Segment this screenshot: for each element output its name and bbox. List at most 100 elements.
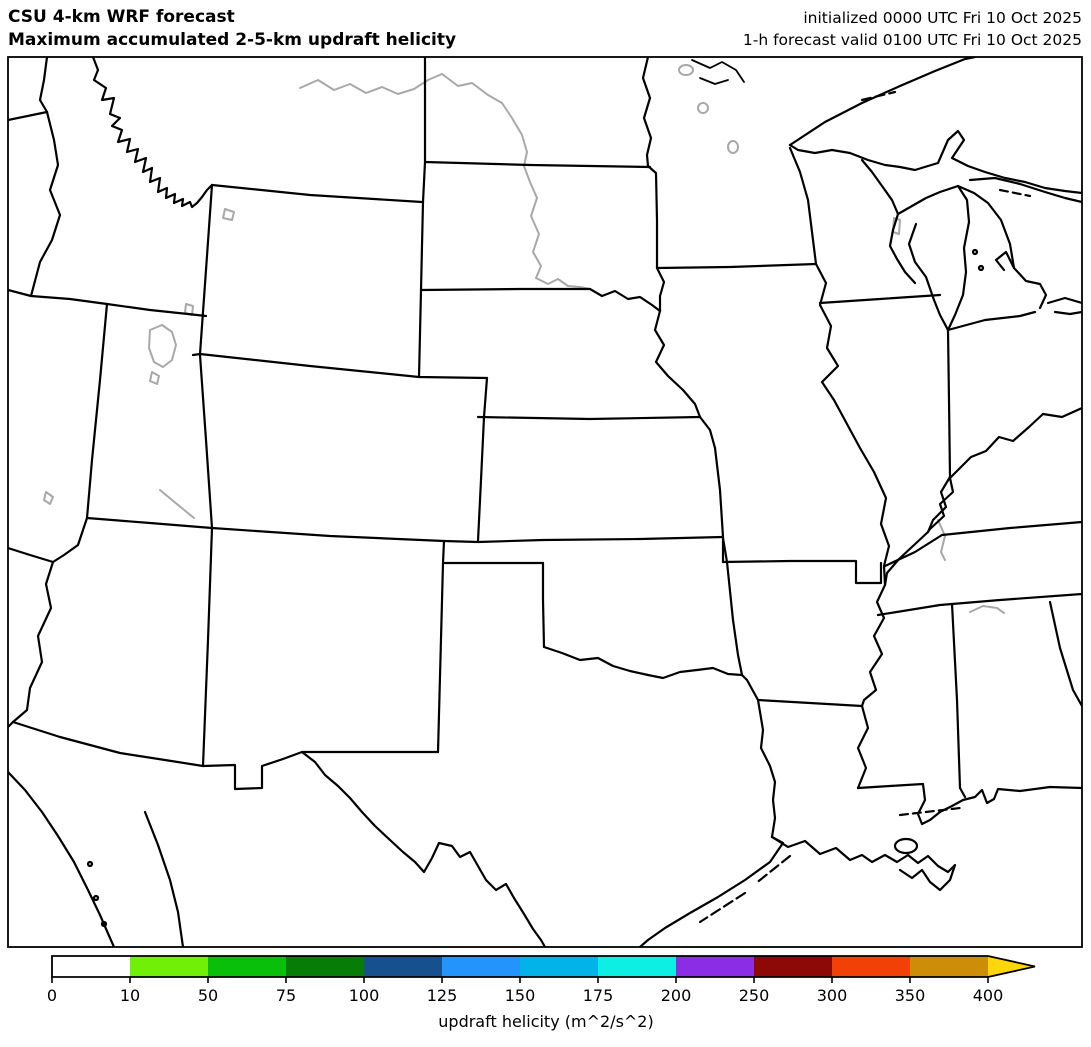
mn-wi-border	[788, 146, 818, 266]
ky-tn-border	[883, 520, 1082, 568]
missouri-river-border	[653, 309, 717, 450]
parallel-37n	[210, 526, 725, 544]
lake-superior-north-shore	[788, 57, 977, 147]
colorbar-segment-125	[442, 956, 520, 977]
colorbar-tick-label-50: 50	[197, 986, 219, 1005]
ms-al-border	[950, 602, 967, 799]
colorbar-segment-200	[676, 956, 754, 977]
valid-time: 1-h forecast valid 0100 UTC Fri 10 Oct 2…	[742, 31, 1082, 49]
map-frame	[7, 56, 1083, 948]
tx-panhandle-east	[541, 561, 546, 649]
mn-lake-2	[697, 102, 709, 114]
colorbar-segment-175	[598, 956, 676, 977]
tx-barrier-islands	[698, 854, 792, 924]
colorbar-tick-label-400: 400	[972, 986, 1004, 1005]
great-salt-lake	[148, 324, 177, 368]
lake-michigan-west-shore	[924, 275, 950, 332]
lake-huron-north-shore	[968, 176, 1082, 204]
colorbar-tick-label-175: 175	[582, 986, 614, 1005]
utah-lake	[149, 371, 160, 385]
lake-of-the-woods	[691, 59, 745, 85]
colorbar-tick-label-350: 350	[894, 986, 926, 1005]
gulf-island-1	[92, 894, 100, 902]
manitoulin-islands	[998, 188, 1032, 198]
colorbar-segment-75	[286, 956, 364, 977]
mo-ar-border	[721, 559, 883, 585]
ms-al-gulf-coast	[920, 785, 1082, 826]
colorbar-tick-label-300: 300	[816, 986, 848, 1005]
baja-pacific-coast	[8, 770, 116, 947]
la-gulf-coast	[770, 835, 957, 892]
missouri-river-mt	[299, 73, 443, 95]
washington-oregon-border	[8, 110, 49, 122]
tx-la-border	[756, 698, 777, 839]
il-in-border	[946, 328, 952, 479]
door-peninsula	[907, 222, 928, 279]
mi-inland-lake-2	[977, 264, 985, 272]
colorado-river	[159, 489, 195, 519]
ut-az-border	[85, 516, 214, 530]
idaho-west-border	[38, 57, 49, 114]
colorbar-outline	[51, 955, 1036, 978]
colorbar-segment-100	[364, 956, 442, 977]
gulf-island-2	[100, 920, 108, 928]
tennessee-river-al	[969, 605, 1005, 614]
map-title: CSU 4-km WRF forecast Maximum accumulate…	[8, 6, 456, 52]
idaho-montana-border	[91, 57, 214, 209]
ms-barrier-islands	[898, 806, 962, 817]
ok-ar-east-border	[721, 536, 744, 677]
lake-superior-south-shore	[788, 129, 1082, 195]
tn-ms-al-border	[876, 592, 1082, 617]
colorbar-segment-350	[910, 956, 988, 977]
yellowstone-lake	[222, 208, 235, 221]
colorbar-tick-label-10: 10	[119, 986, 141, 1005]
lake-pontchartrain	[893, 837, 919, 855]
colorbar-segment-300	[832, 956, 910, 977]
sd-ne-border	[419, 287, 662, 313]
az-mexico-border	[11, 720, 205, 768]
rio-grande	[300, 750, 547, 947]
state-borders	[8, 57, 1082, 947]
colorbar-tick-label-150: 150	[504, 986, 536, 1005]
ne-ks-border	[476, 415, 702, 421]
mississippi-river-lower	[856, 583, 887, 790]
nv-az-ca-border	[51, 516, 89, 564]
montana-dakota-border	[417, 57, 427, 379]
colorbar-tick-label-100: 100	[348, 986, 380, 1005]
rivers-and-lakes	[43, 64, 1005, 614]
ca-nv-border	[8, 546, 55, 564]
colorbar-segment-10	[130, 956, 208, 977]
ca-az-colorado-river	[11, 560, 55, 724]
wabash-river-border	[926, 475, 952, 534]
oregon-idaho-border	[29, 110, 62, 298]
lake-erie-shore	[1046, 296, 1082, 316]
colorbar-axis-label: updraft helicity (m^2/s^2)	[438, 1012, 654, 1031]
gulf-island-3	[86, 860, 94, 868]
al-ga-border	[1048, 600, 1082, 708]
init-time: initialized 0000 UTC Fri 10 Oct 2025	[803, 9, 1082, 27]
colorbar-tick-label-250: 250	[738, 986, 770, 1005]
ar-la-border	[756, 698, 864, 708]
forecast-times: initialized 0000 UTC Fri 10 Oct 2025 1-h…	[743, 7, 1082, 51]
mn-lake-3	[727, 140, 739, 154]
mi-lp-east-shore	[956, 184, 1048, 310]
co-ne-ks-border	[476, 376, 489, 543]
missouri-river-sd	[523, 165, 591, 290]
lake-michigan-east-shore	[946, 184, 971, 332]
colorbar-segment-250	[754, 956, 832, 977]
nd-sd-border	[423, 160, 652, 169]
tennessee-river	[937, 519, 946, 561]
missouri-river-nd	[441, 73, 528, 167]
red-river-border	[542, 645, 744, 680]
wi-mi-up-border	[860, 158, 917, 285]
ut-co-border	[198, 353, 214, 530]
mn-ia-border	[655, 262, 818, 270]
saginaw-bay	[994, 250, 1016, 272]
parallel-41n	[191, 352, 489, 380]
colorbar-tick-label-200: 200	[660, 986, 692, 1005]
title-line-2: Maximum accumulated 2-5-km updraft helic…	[8, 30, 457, 50]
wyoming-north-border	[210, 183, 424, 204]
